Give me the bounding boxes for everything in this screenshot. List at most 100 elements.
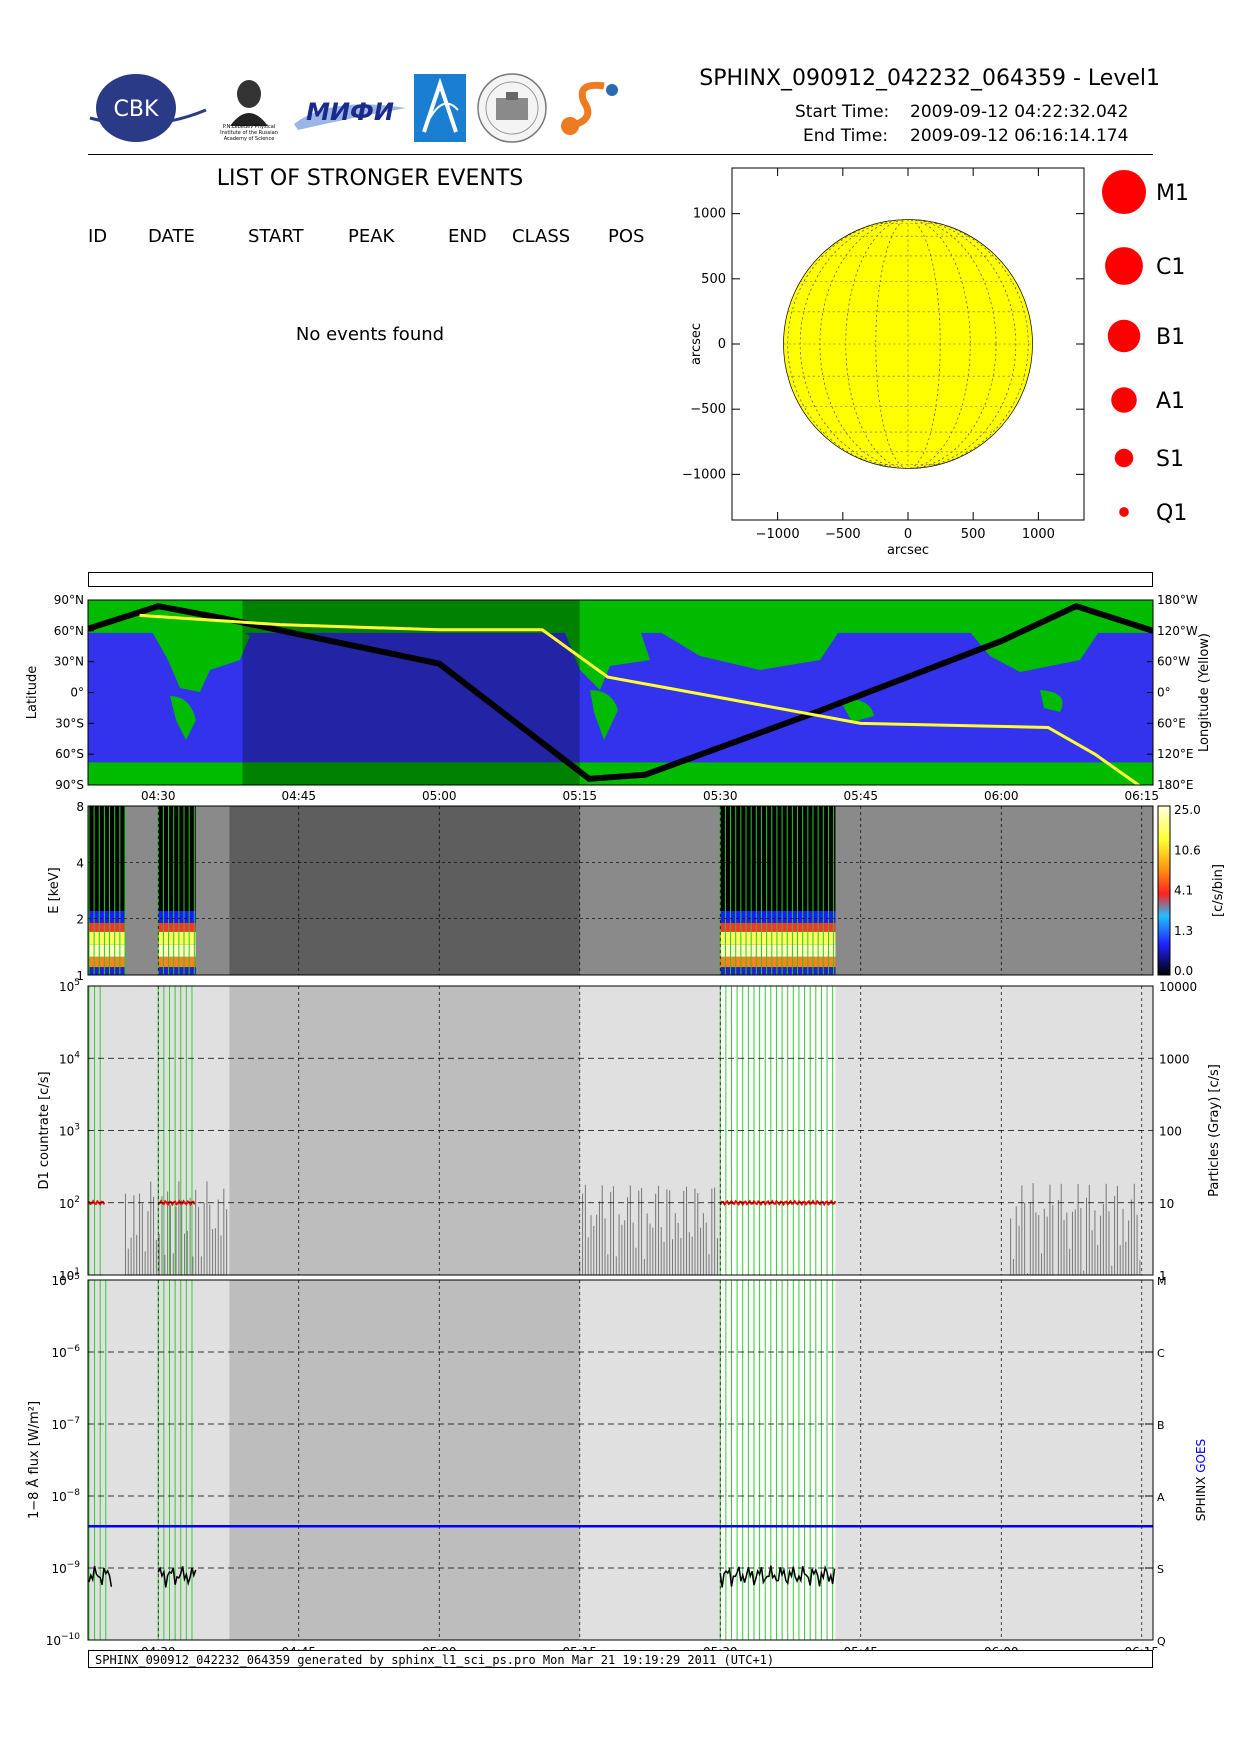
map-lon-label: 0°	[1157, 686, 1171, 700]
map-time-label: 04:30	[141, 789, 176, 803]
goes-ytick-label: 10−5	[51, 1272, 80, 1288]
legend-label-q1: Q1	[1156, 501, 1187, 526]
map-lat-label: 90°N	[54, 593, 84, 607]
d1-countrate-line	[157, 1199, 196, 1207]
goes-time-label: 05:00	[422, 1645, 457, 1650]
mifi-logo-text: МИФИ	[306, 98, 394, 126]
lebedev-logo: P.N.Lebedev Physical Institute of the Ru…	[212, 72, 286, 144]
goes-time-label: 04:30	[141, 1645, 176, 1650]
sun-xtick-label: 1000	[1022, 527, 1055, 542]
map-lat-label: 60°S	[55, 747, 84, 761]
spec-ylabel: E [keV]	[47, 867, 62, 913]
sun-ytick-label: −1000	[682, 467, 726, 482]
footer-caption: SPHINX_090912_042232_064359 generated by…	[88, 1650, 1153, 1668]
d1-y2tick-label: 10	[1159, 1197, 1174, 1211]
map-continent	[560, 619, 650, 690]
goes-class-label: Q	[1157, 1635, 1166, 1648]
d1-y2tick-label: 10000	[1159, 980, 1197, 994]
page-title: SPHINX_090912_042232_064359 - Level1	[699, 66, 1160, 91]
emblem-logo	[414, 74, 466, 142]
spec-frame	[87, 805, 1154, 976]
legend-label-m1: M1	[1156, 181, 1189, 206]
sun-xtick-label: −500	[825, 527, 861, 542]
map-lon-label: 60°E	[1157, 716, 1186, 730]
goes-time-label: 06:00	[984, 1645, 1019, 1650]
map-continent	[1040, 690, 1063, 712]
d1-y2tick-label: 1	[1159, 1269, 1167, 1283]
d1-ylabel: D1 countrate [c/s]	[37, 1071, 52, 1189]
spec-dark-interval	[229, 806, 580, 975]
sphinx-series-line	[157, 1566, 197, 1588]
map-continent	[840, 699, 874, 722]
map-lat-label: 30°N	[54, 655, 84, 669]
spec-energy-band	[88, 967, 126, 975]
goes-class-label: B	[1157, 1419, 1165, 1432]
map-y2label: Longitude (Yellow)	[1197, 633, 1212, 752]
start-time-label: Start Time:	[795, 102, 890, 122]
orbit-map	[88, 600, 1153, 785]
spec-ytick-label: 1	[76, 969, 84, 983]
d1-frame	[87, 985, 1154, 1276]
goes-flux-chart	[88, 1280, 1153, 1640]
solar-disk-chart: −1000 −500 0 500 1000 −1000 −500 0 500 1000 arcsec…	[682, 167, 1189, 558]
spec-colorbar-label: 10.6	[1174, 843, 1201, 857]
goes-series-legend: SPHINX GOES	[1194, 1439, 1208, 1521]
spec-energy-band	[158, 931, 196, 945]
cbk-logo-graphic: CBK	[89, 74, 207, 142]
spec-energy-band	[158, 967, 196, 975]
sun-xtick-label: −1000	[756, 527, 800, 542]
spec-colorbar-label: 1.3	[1174, 924, 1193, 938]
goes-class-label: S	[1157, 1563, 1164, 1576]
legend-marker-b1	[1107, 319, 1141, 353]
goes-ytick-label: 10−9	[51, 1560, 80, 1576]
legend-marker-q1	[1119, 507, 1129, 517]
panel-dark-interval	[229, 1280, 580, 1640]
sphinx-series-line	[719, 1565, 836, 1588]
start-time-value: 2009-09-12 04:22:32.042	[910, 102, 1129, 122]
header-divider	[88, 154, 1153, 155]
spec-ytick-label: 4	[76, 856, 84, 870]
map-lon-label: 120°W	[1157, 624, 1198, 638]
spec-energy-band	[88, 922, 126, 932]
map-lat-label: 60°N	[54, 624, 84, 638]
sun-grid-meridian	[799, 219, 1017, 469]
time-series-panels: 90°N 60°N 30°N 0° 30°S 60°S 90°S 180°W 120°W 60°W…	[25, 593, 1226, 1650]
map-ylabel: Latitude	[25, 666, 40, 720]
sun-grid-meridian	[819, 219, 997, 469]
map-time-label: 06:15	[1124, 789, 1159, 803]
map-time-label: 04:45	[281, 789, 316, 803]
sun-ytick-label: 0	[718, 337, 726, 352]
legend-marker-s1	[1114, 448, 1134, 468]
legend-marker-c1	[1105, 247, 1143, 285]
events-col-end: END	[448, 226, 487, 247]
sun-ytick-label: 1000	[693, 207, 726, 222]
spec-energy-band	[88, 910, 126, 923]
d1-y2tick-label: 1000	[1159, 1052, 1190, 1066]
events-title: LIST OF STRONGER EVENTS	[216, 166, 524, 191]
map-time-label: 05:15	[562, 789, 597, 803]
spec-energy-band	[88, 956, 126, 968]
sun-xtick-label: 0	[904, 527, 912, 542]
sun-ytick-label: −500	[690, 402, 726, 417]
spec-energy-band	[158, 922, 196, 932]
map-lon-label: 180°E	[1157, 778, 1194, 792]
map-lon-label: 120°E	[1157, 747, 1194, 761]
goes-class-label: A	[1157, 1491, 1165, 1504]
sun-xtick-label: 500	[961, 527, 986, 542]
goes-frame	[87, 1279, 1154, 1641]
spec-energy-band	[88, 944, 126, 957]
spec-energy-band	[720, 931, 836, 945]
spec-energy-band	[158, 944, 196, 957]
d1-ytick-label: 104	[59, 1050, 80, 1066]
building-seal-logo	[476, 72, 548, 144]
legend-label-s1: S1	[1156, 447, 1184, 472]
spec-ytick-label: 8	[76, 800, 84, 814]
spec-zlabel: [c/s/bin]	[1211, 864, 1226, 917]
goes-time-label: 04:45	[281, 1645, 316, 1650]
map-time-label: 06:00	[984, 789, 1019, 803]
map-continent	[960, 619, 1100, 672]
mifi-logo: МИФИ	[290, 88, 410, 132]
goes-ytick-label: 10−7	[51, 1416, 80, 1432]
d1-ytick-label: 101	[59, 1267, 80, 1283]
d1-ytick-label: 103	[59, 1123, 80, 1139]
